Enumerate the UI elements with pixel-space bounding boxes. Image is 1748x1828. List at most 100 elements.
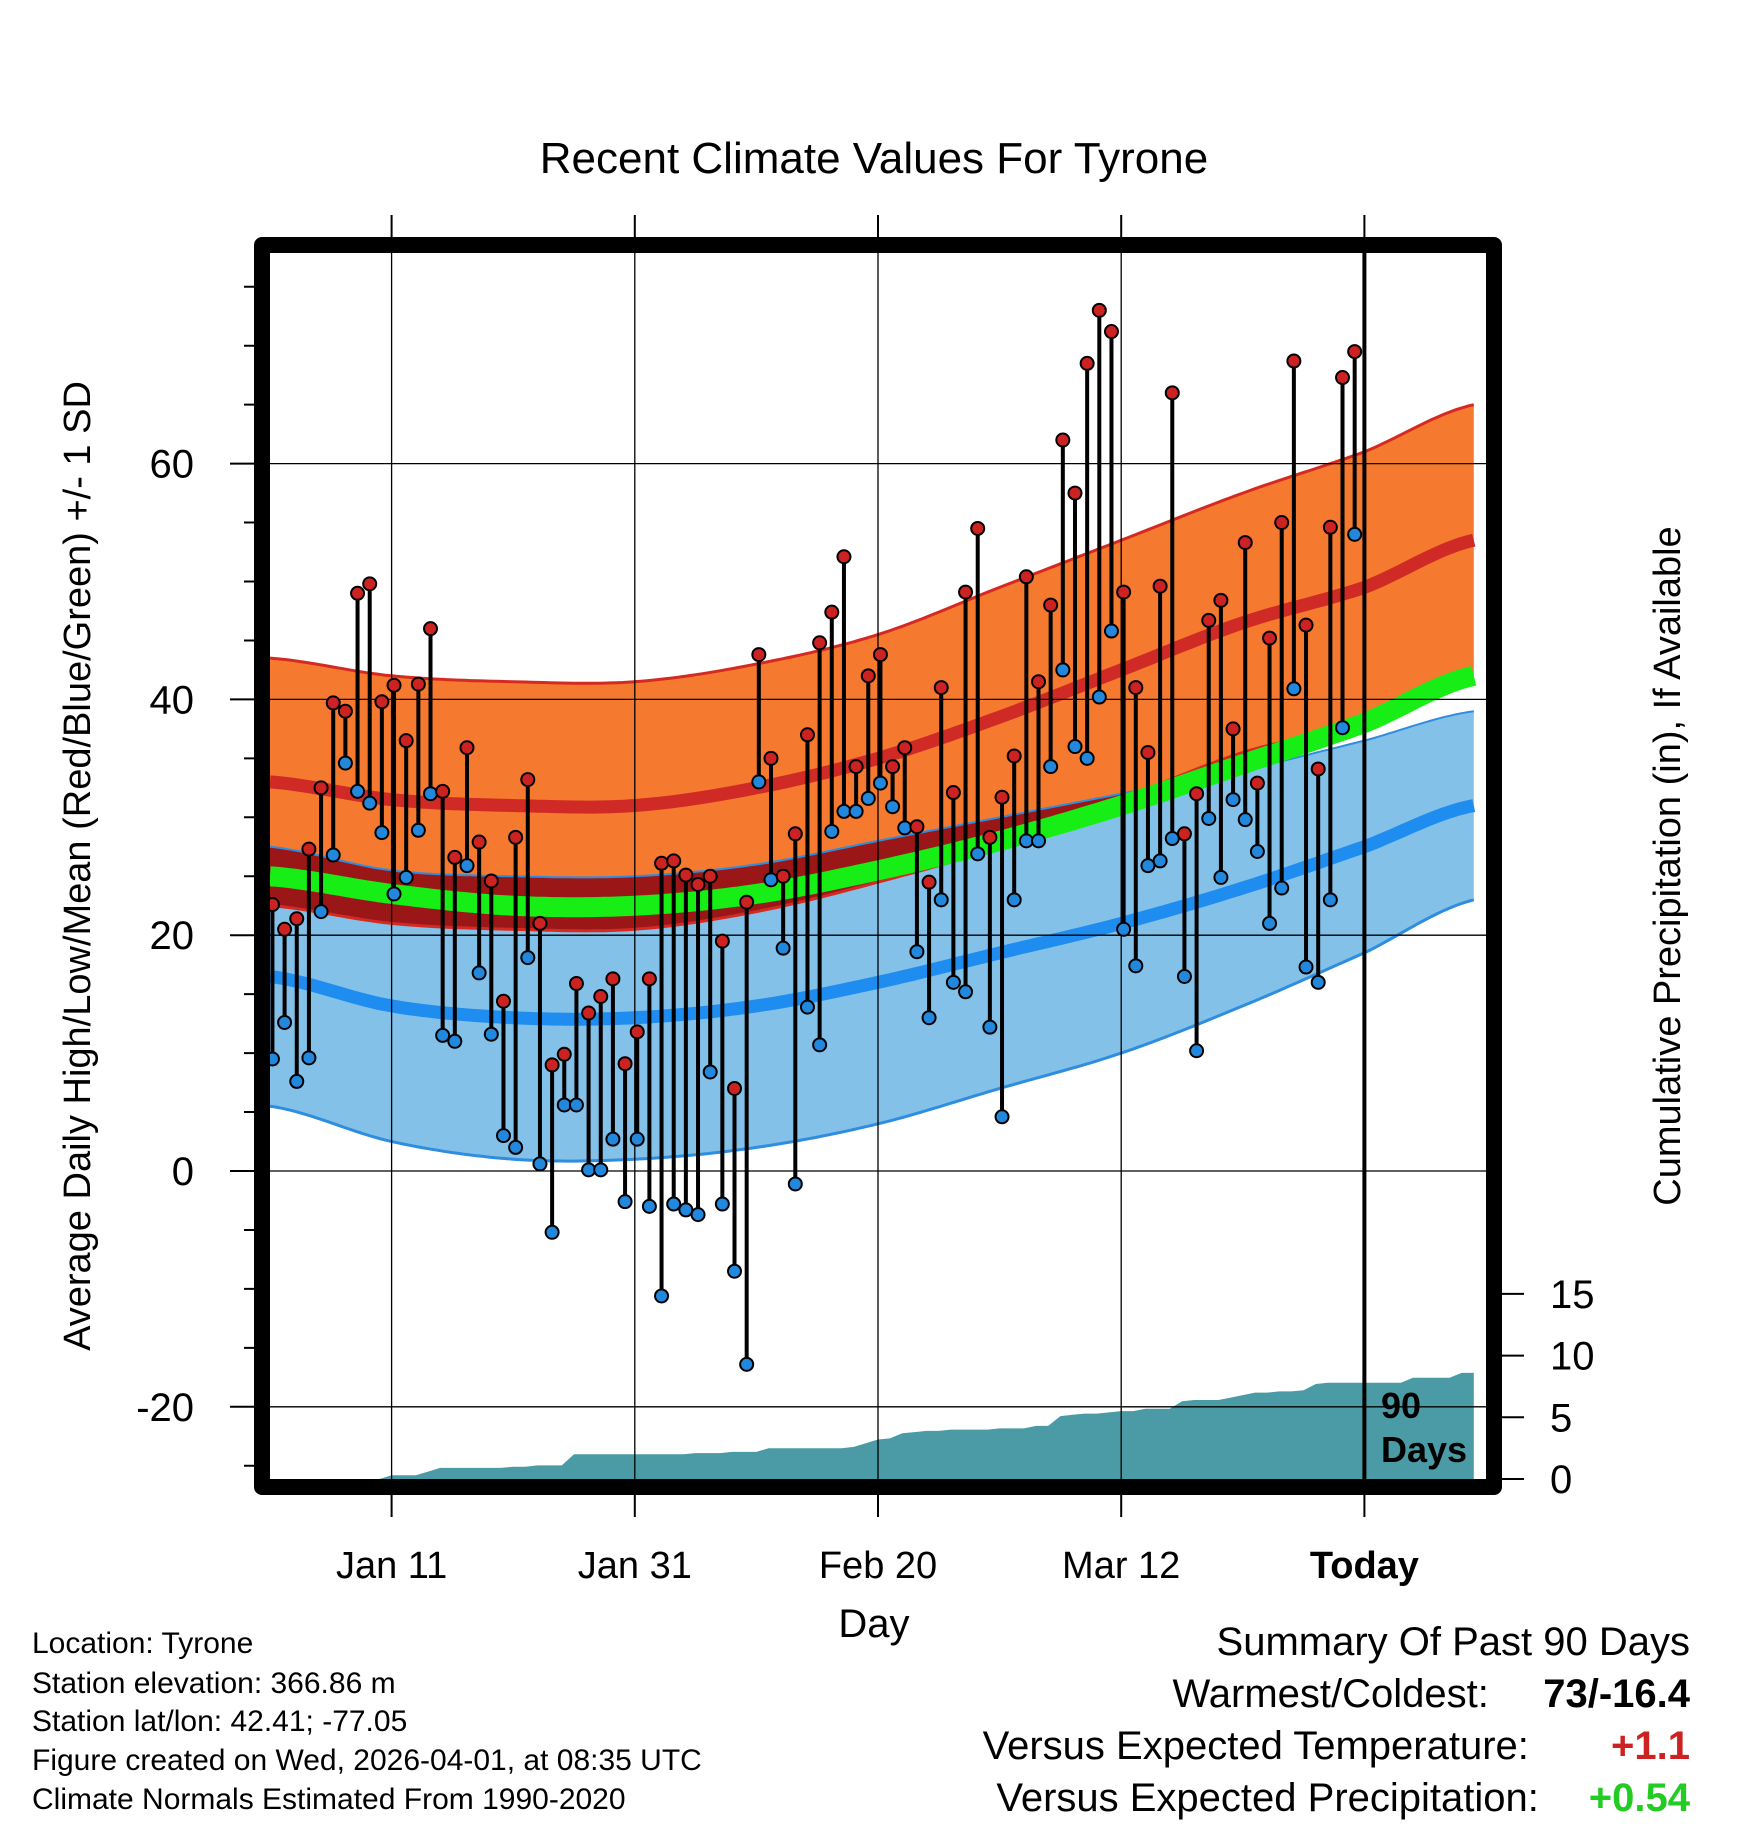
high-point-4 [301, 841, 317, 857]
high-point-16 [447, 849, 463, 865]
summary-precip-row: Versus Expected Precipitation: +0.54 [996, 1776, 1690, 1821]
low-point-90 [1347, 526, 1363, 542]
low-point-41 [751, 774, 767, 790]
low-point-61 [994, 1109, 1010, 1125]
low-point-81 [1237, 812, 1253, 828]
high-point-77 [1189, 786, 1205, 802]
high-point-48 [836, 549, 852, 565]
low-point-47 [824, 823, 840, 839]
low-point-12 [398, 869, 414, 885]
low-point-31 [629, 1131, 645, 1147]
high-point-21 [508, 829, 524, 845]
high-point-56 [933, 680, 949, 696]
high-point-10 [374, 694, 390, 710]
low-point-56 [933, 892, 949, 908]
y2-axis-label: Cumulative Precipitation (in), If Availa… [1647, 526, 1689, 1205]
high-point-64 [1031, 674, 1047, 690]
latlon-text: Station lat/lon: 42.41; -77.05 [32, 1705, 408, 1738]
high-point-51 [872, 647, 888, 663]
low-point-79 [1213, 869, 1229, 885]
x-tick-label-70: Mar 12 [1062, 1545, 1180, 1587]
high-point-28 [593, 989, 609, 1005]
high-point-35 [678, 867, 694, 883]
low-point-70 [1103, 623, 1119, 639]
y2-tick-label-10: 10 [1550, 1335, 1595, 1379]
low-point-44 [787, 1176, 803, 1192]
summary-title: Summary Of Past 90 Days [1216, 1620, 1690, 1664]
low-point-87 [1310, 974, 1326, 990]
high-point-82 [1249, 775, 1265, 791]
high-point-87 [1310, 761, 1326, 777]
high-point-47 [824, 604, 840, 620]
low-point-13 [410, 822, 426, 838]
high-point-5 [313, 780, 329, 796]
location-text: Location: Tyrone [32, 1627, 254, 1660]
high-point-80 [1225, 721, 1241, 737]
low-point-16 [447, 1033, 463, 1049]
high-point-60 [982, 829, 998, 845]
high-point-22 [520, 772, 536, 788]
high-point-19 [483, 873, 499, 889]
high-point-85 [1286, 353, 1302, 369]
low-point-27 [581, 1162, 597, 1178]
low-point-30 [617, 1194, 633, 1210]
high-point-59 [970, 520, 986, 536]
low-point-14 [423, 786, 439, 802]
high-point-50 [860, 668, 876, 684]
high-point-81 [1237, 535, 1253, 551]
high-point-55 [921, 874, 937, 890]
high-point-24 [544, 1057, 560, 1073]
high-point-23 [532, 915, 548, 931]
high-point-75 [1164, 385, 1180, 401]
high-point-54 [909, 819, 925, 835]
y2-tick-label-0: 0 [1550, 1458, 1572, 1502]
high-point-17 [459, 740, 475, 756]
today-days-count: 90 [1381, 1385, 1421, 1426]
low-point-24 [544, 1224, 560, 1240]
low-point-9 [362, 795, 378, 811]
low-point-15 [435, 1027, 451, 1043]
high-point-46 [812, 635, 828, 651]
low-point-50 [860, 790, 876, 806]
low-point-71 [1116, 921, 1132, 937]
warmest-value: 73/-16.4 [1543, 1672, 1690, 1716]
high-point-11 [386, 677, 402, 693]
x-tick-label-50: Feb 20 [819, 1545, 937, 1587]
low-point-35 [678, 1202, 694, 1218]
x-tick-label-10: Jan 11 [336, 1545, 447, 1587]
high-point-57 [945, 785, 961, 801]
high-point-44 [787, 826, 803, 842]
y-tick-label-60: 60 [150, 443, 195, 487]
normals-note-text: Climate Normals Estimated From 1990-2020 [32, 1783, 626, 1816]
low-point-88 [1322, 892, 1338, 908]
high-point-84 [1274, 515, 1290, 531]
high-point-53 [897, 740, 913, 756]
high-point-30 [617, 1056, 633, 1072]
high-point-27 [581, 1005, 597, 1021]
high-point-6 [325, 695, 341, 711]
high-point-90 [1347, 344, 1363, 360]
low-point-72 [1128, 958, 1144, 974]
low-point-43 [775, 940, 791, 956]
high-point-65 [1043, 597, 1059, 613]
high-point-41 [751, 647, 767, 663]
high-point-70 [1103, 324, 1119, 340]
high-point-83 [1262, 630, 1278, 646]
high-point-20 [495, 993, 511, 1009]
low-point-55 [921, 1010, 937, 1026]
low-point-64 [1031, 833, 1047, 849]
low-point-58 [958, 984, 974, 1000]
y2-tick-label-5: 5 [1550, 1396, 1572, 1440]
high-point-58 [958, 584, 974, 600]
low-point-10 [374, 825, 390, 841]
low-point-57 [945, 974, 961, 990]
chart-title: Recent Climate Values For Tyrone [540, 134, 1208, 183]
x-axis-label: Day [838, 1602, 909, 1646]
high-point-7 [337, 703, 353, 719]
y-axis-label: Average Daily High/Low/Mean (Red/Blue/Gr… [57, 381, 99, 1351]
y-tick-label-20: 20 [150, 914, 195, 958]
high-point-36 [690, 877, 706, 893]
low-point-54 [909, 944, 925, 960]
high-point-32 [641, 971, 657, 987]
avg-mean-line [270, 666, 1477, 918]
